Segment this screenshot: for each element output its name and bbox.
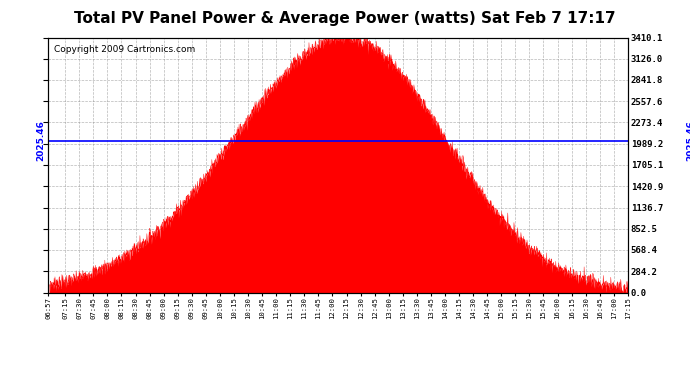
Text: 2025.46: 2025.46: [36, 121, 45, 162]
Text: Total PV Panel Power & Average Power (watts) Sat Feb 7 17:17: Total PV Panel Power & Average Power (wa…: [75, 11, 615, 26]
Text: 2025.46: 2025.46: [687, 121, 690, 162]
Text: Copyright 2009 Cartronics.com: Copyright 2009 Cartronics.com: [54, 45, 195, 54]
